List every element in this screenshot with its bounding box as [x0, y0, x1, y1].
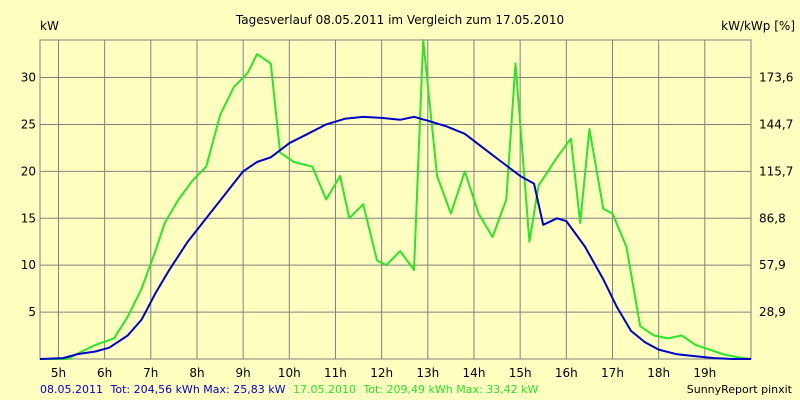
x-tick-label: 19h: [693, 366, 716, 380]
x-tick-label: 8h: [189, 366, 204, 380]
left-axis-ticks: 5 10 15 20 25 30: [21, 71, 36, 320]
x-tick-label: 6h: [97, 366, 112, 380]
plot-frame: [39, 39, 752, 360]
footer-legend: 08.05.2011 Tot: 204,56 kWh Max: 25,83 kW…: [40, 383, 539, 396]
footer-series2-stats: Tot: 209,49 kWh Max: 33,42 kW: [362, 383, 538, 396]
series-line-2: [40, 39, 752, 360]
footer-series1-date: 08.05.2011: [40, 383, 103, 396]
x-tick-label: 7h: [143, 366, 158, 380]
right-tick-label: 86,8: [759, 211, 786, 225]
footer-series1-stats: Tot: 204,56 kWh Max: 25,83 kW: [109, 383, 285, 396]
series-line-1: [39, 115, 751, 360]
x-tick-label: 12h: [370, 366, 393, 380]
right-axis-ticks: 28,9 57,9 86,8 115,7 144,7 173,6: [759, 71, 793, 320]
right-axis-label: kW/kWp [%]: [721, 19, 795, 33]
chart-title: Tagesverlauf 08.05.2011 im Vergleich zum…: [235, 13, 564, 27]
grid-lines: [40, 40, 751, 359]
right-tick-label: 144,7: [759, 117, 793, 131]
left-tick-label: 30: [21, 71, 36, 85]
x-tick-label: 16h: [555, 366, 578, 380]
left-tick-label: 25: [21, 117, 36, 131]
x-tick-label: 11h: [324, 366, 347, 380]
x-tick-label: 15h: [509, 366, 532, 380]
x-tick-label: 13h: [416, 366, 439, 380]
x-tick-label: 9h: [236, 366, 251, 380]
x-tick-label: 18h: [647, 366, 670, 380]
x-axis-ticks: 5h 6h 7h 8h 9h 10h 11h 12h 13h 14h 15h 16h 17h 18h 19h: [51, 366, 716, 380]
right-tick-label: 115,7: [759, 164, 793, 178]
left-axis-label: kW: [40, 19, 59, 33]
footer-series2-date: 17.05.2010: [293, 383, 356, 396]
left-tick-label: 20: [21, 164, 36, 178]
series-lines: [39, 39, 752, 360]
x-tick-label: 5h: [51, 366, 66, 380]
x-tick-label: 17h: [601, 366, 624, 380]
x-tick-label: 10h: [278, 366, 301, 380]
left-tick-label: 5: [28, 305, 36, 319]
right-tick-label: 57,9: [759, 258, 786, 272]
left-tick-label: 15: [21, 211, 36, 225]
right-tick-label: 28,9: [759, 305, 786, 319]
footer-credit: SunnyReport pinxit: [687, 383, 793, 396]
left-tick-label: 10: [21, 258, 36, 272]
right-tick-label: 173,6: [759, 71, 793, 85]
x-tick-label: 14h: [463, 366, 486, 380]
